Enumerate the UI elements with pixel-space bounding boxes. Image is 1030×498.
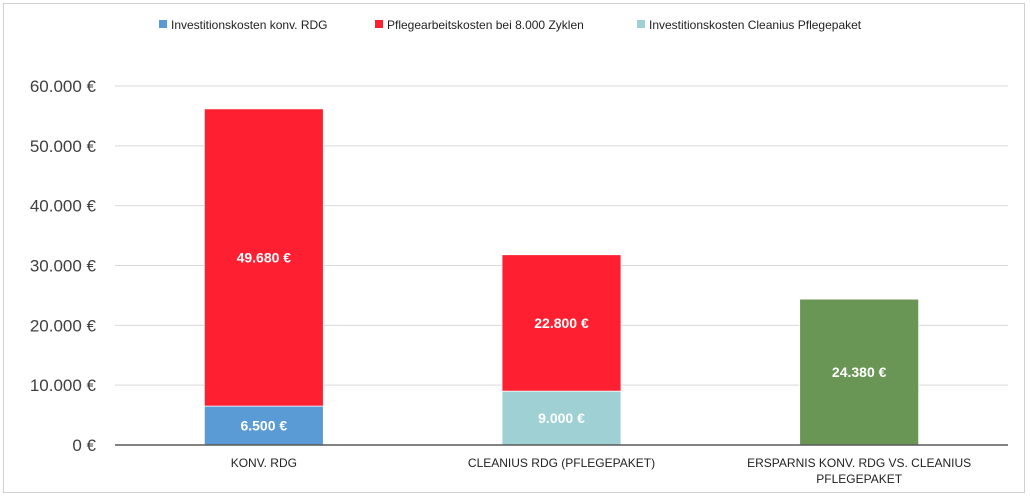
legend-swatch — [159, 20, 167, 28]
y-tick-label: 0 € — [72, 436, 96, 455]
legend-swatch — [637, 20, 645, 28]
legend-label: Investitionskosten Cleanius Pflegepaket — [649, 18, 862, 32]
y-tick-label: 40.000 € — [30, 197, 97, 216]
x-axis: KONV. RDG CLEANIUS RDG (PFLEGEPAKET) ERSPA… — [115, 444, 1008, 486]
y-tick-label: 30.000 € — [30, 257, 97, 276]
legend-swatch — [375, 20, 383, 28]
bar-segment — [203, 108, 324, 407]
data-label: 6.500 € — [240, 418, 287, 434]
y-axis: 0 € 10.000 € 20.000 € 30.000 € 40.000 € 50.00… — [30, 77, 97, 455]
x-tick-label: ERSPARNIS KONV. RDG VS. CLEANIUS — [747, 456, 971, 470]
bars: 6.500 € 49.680 € 9.000 € 22.800 € 24.380 € — [203, 108, 920, 446]
x-tick-label: KONV. RDG — [231, 456, 297, 470]
y-tick-label: 10.000 € — [30, 376, 97, 395]
bar-segment — [799, 298, 920, 446]
data-label: 49.680 € — [237, 249, 292, 265]
y-tick-label: 20.000 € — [30, 316, 97, 335]
x-tick-label: CLEANIUS RDG (PFLEGEPAKET) — [468, 456, 655, 470]
data-label: 9.000 € — [538, 410, 585, 426]
data-label: 22.800 € — [534, 315, 589, 331]
y-tick-label: 60.000 € — [30, 77, 97, 96]
legend: Investitionskosten konv. RDG Pflegearbeit… — [159, 18, 862, 32]
x-tick-label: PFLEGEPAKET — [816, 472, 902, 486]
legend-label: Investitionskosten konv. RDG — [171, 18, 328, 32]
data-label: 24.380 € — [832, 364, 887, 380]
y-tick-label: 50.000 € — [30, 137, 97, 156]
bar-segment — [203, 405, 324, 446]
bar-segment — [501, 254, 622, 392]
legend-label: Pflegearbeitskosten bei 8.000 Zyklen — [387, 18, 584, 32]
